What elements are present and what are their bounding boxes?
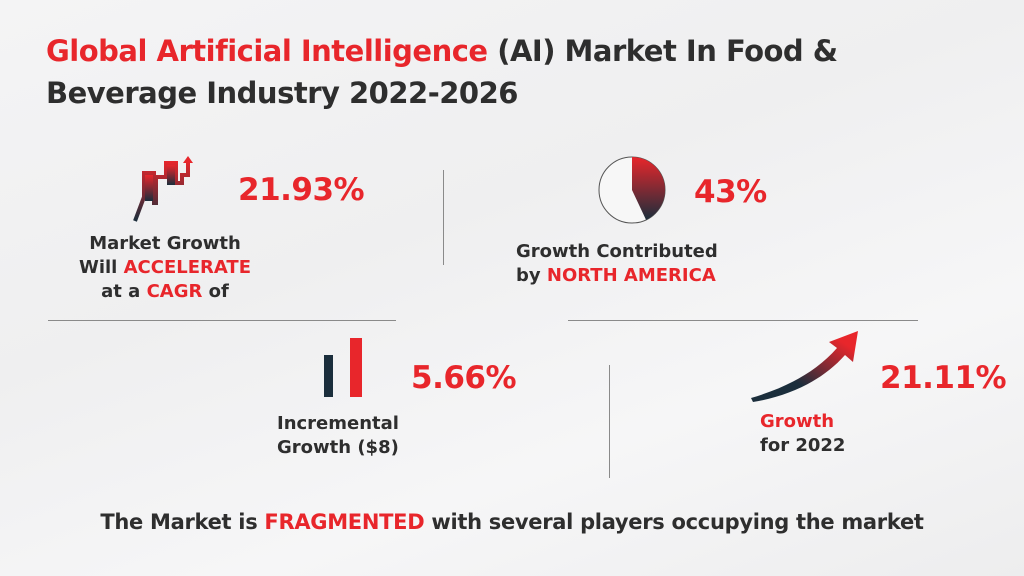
stat-value-2022: 21.11%	[880, 360, 1007, 396]
page-title: Global Artificial Intelligence (AI) Mark…	[46, 30, 838, 114]
footer-text: The Market is	[100, 510, 265, 534]
label-line: Market Growth	[89, 233, 241, 254]
stat-label-north-america: Growth Contributed by NORTH AMERICA	[516, 240, 718, 288]
chart-growth-icon	[133, 156, 193, 222]
pie-chart-icon	[598, 156, 666, 224]
label-highlight: NORTH AMERICA	[546, 265, 716, 286]
trend-arrow-icon	[751, 331, 858, 402]
label-highlight: ACCELERATE	[123, 257, 252, 278]
bar-chart-icon	[324, 338, 362, 397]
pie-slice-north-america	[632, 157, 665, 220]
title-rest: (AI) Market In Food &	[487, 34, 838, 68]
footer-statement: The Market is FRAGMENTED with several pl…	[0, 510, 1024, 534]
label-line: for 2022	[760, 435, 846, 456]
stat-value-north-america: 43%	[694, 174, 767, 210]
label-line: Growth Contributed	[516, 241, 718, 262]
label-text: Will	[78, 257, 124, 278]
stat-value-cagr: 21.93%	[238, 172, 365, 208]
footer-highlight: FRAGMENTED	[264, 510, 425, 534]
label-text: of	[202, 281, 229, 302]
stat-value-incremental: 5.66%	[411, 360, 517, 396]
stat-label-cagr: Market Growth Will ACCELERATE at a CAGR …	[60, 232, 270, 304]
stat-label-incremental: Incremental Growth ($8)	[277, 412, 399, 460]
label-line: Incremental	[277, 413, 399, 434]
title-highlight: Global Artificial Intelligence	[46, 34, 488, 68]
divider	[443, 170, 444, 265]
title-line2: Beverage Industry 2022-2026	[46, 76, 518, 110]
divider	[609, 365, 610, 478]
divider	[568, 320, 918, 321]
footer-text: with several players occupying the marke…	[424, 510, 924, 534]
label-line: Growth ($8)	[277, 437, 399, 458]
label-text: by	[516, 265, 547, 286]
label-highlight: CAGR	[146, 281, 203, 302]
stat-label-2022: Growth for 2022	[760, 410, 845, 458]
label-highlight: Growth	[760, 411, 835, 432]
label-text: at a	[101, 281, 147, 302]
divider	[48, 320, 396, 321]
